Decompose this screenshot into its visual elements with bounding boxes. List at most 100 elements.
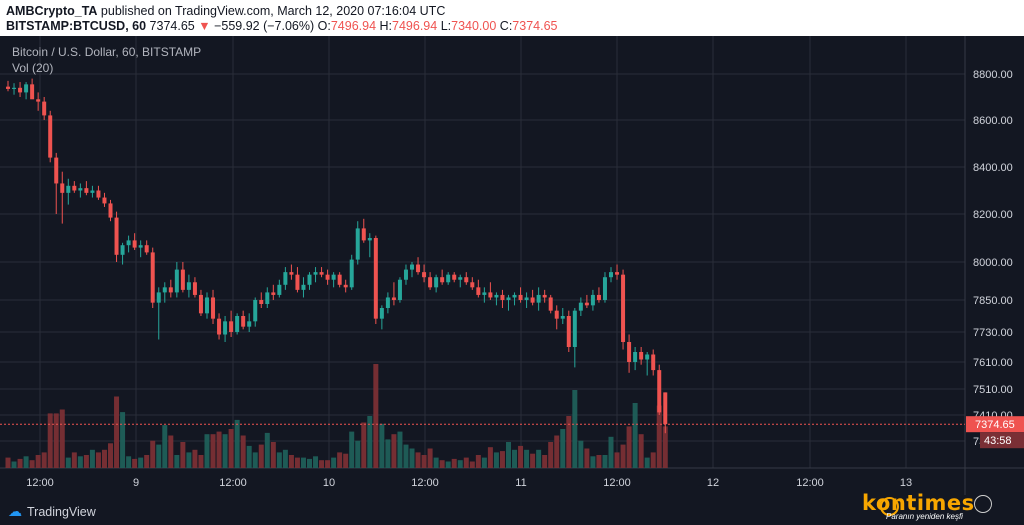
candle-body[interactable]: [168, 287, 173, 293]
candle-body[interactable]: [397, 279, 402, 300]
tradingview-logo[interactable]: ☁ TradingView: [8, 503, 96, 520]
candle-body[interactable]: [301, 284, 306, 290]
candle-body[interactable]: [524, 297, 529, 300]
candle-body[interactable]: [470, 282, 475, 288]
candle-body[interactable]: [60, 183, 65, 193]
candle-body[interactable]: [434, 277, 439, 288]
candle-body[interactable]: [259, 300, 264, 304]
candle-body[interactable]: [349, 259, 354, 288]
chart-area[interactable]: [0, 36, 1024, 495]
candle-body[interactable]: [578, 302, 583, 311]
candle-body[interactable]: [627, 342, 632, 362]
candle-body[interactable]: [615, 272, 620, 275]
candle-body[interactable]: [476, 287, 481, 295]
candle-body[interactable]: [482, 292, 487, 295]
candle-body[interactable]: [458, 277, 463, 280]
candle-body[interactable]: [198, 294, 203, 314]
candle-body[interactable]: [596, 294, 601, 300]
candle-body[interactable]: [410, 264, 415, 270]
candle-body[interactable]: [12, 87, 17, 89]
candle-body[interactable]: [651, 354, 656, 371]
candle-body[interactable]: [84, 188, 89, 193]
candle-body[interactable]: [90, 190, 95, 193]
candle-body[interactable]: [265, 292, 270, 304]
candle-body[interactable]: [6, 86, 10, 89]
candle-body[interactable]: [530, 297, 535, 303]
candle-body[interactable]: [512, 294, 517, 298]
candle-body[interactable]: [590, 294, 595, 306]
candle-body[interactable]: [554, 310, 559, 319]
candle-body[interactable]: [307, 274, 312, 285]
candle-body[interactable]: [422, 272, 427, 278]
candle-body[interactable]: [566, 316, 571, 347]
price-chart[interactable]: 8800.00 8600.00 8400.00 8200.00 8000.00 7850.…: [0, 36, 1024, 495]
candle-body[interactable]: [96, 190, 101, 198]
candle-body[interactable]: [253, 300, 258, 322]
candle-body[interactable]: [355, 228, 360, 260]
candle-body[interactable]: [235, 316, 240, 332]
candle-body[interactable]: [162, 287, 167, 293]
candle-body[interactable]: [217, 318, 222, 335]
candle-body[interactable]: [416, 264, 421, 273]
candle-body[interactable]: [204, 297, 209, 314]
candle-body[interactable]: [289, 272, 294, 275]
candle-body[interactable]: [428, 277, 433, 288]
candle-body[interactable]: [373, 238, 378, 319]
author-name[interactable]: AMBCrypto_TA: [6, 4, 98, 18]
candle-body[interactable]: [633, 352, 638, 362]
candle-body[interactable]: [144, 245, 149, 253]
candle-body[interactable]: [108, 203, 113, 218]
candle-body[interactable]: [452, 274, 457, 280]
candle-body[interactable]: [211, 297, 216, 319]
candle-body[interactable]: [542, 294, 547, 298]
candle-body[interactable]: [138, 245, 143, 248]
candle-body[interactable]: [277, 284, 282, 295]
candle-body[interactable]: [506, 297, 511, 300]
candle-body[interactable]: [621, 274, 626, 342]
candle-body[interactable]: [150, 252, 155, 303]
candle-body[interactable]: [494, 294, 499, 298]
candle-body[interactable]: [500, 294, 505, 300]
candle-body[interactable]: [367, 238, 372, 241]
candle-body[interactable]: [72, 185, 77, 191]
candle-body[interactable]: [536, 294, 541, 303]
candle-body[interactable]: [446, 274, 451, 283]
candle-body[interactable]: [295, 274, 300, 290]
candle-body[interactable]: [180, 269, 185, 290]
candle-body[interactable]: [518, 294, 523, 300]
candle-body[interactable]: [186, 282, 191, 290]
candle-body[interactable]: [271, 292, 276, 295]
candle-body[interactable]: [379, 308, 384, 319]
candle-body[interactable]: [54, 157, 59, 184]
candle-body[interactable]: [548, 297, 553, 311]
candle-body[interactable]: [120, 245, 125, 255]
candle-body[interactable]: [361, 228, 366, 241]
candle-body[interactable]: [78, 188, 83, 191]
candle-body[interactable]: [331, 274, 336, 280]
candle-body[interactable]: [464, 277, 469, 283]
candle-body[interactable]: [247, 321, 252, 327]
candle-body[interactable]: [24, 84, 29, 93]
candle-body[interactable]: [192, 282, 197, 295]
candle-body[interactable]: [223, 321, 228, 335]
candle-body[interactable]: [48, 115, 53, 158]
candle-body[interactable]: [132, 240, 137, 248]
candle-body[interactable]: [30, 84, 35, 100]
candle-body[interactable]: [391, 297, 396, 300]
candle-body[interactable]: [102, 197, 107, 204]
candle-body[interactable]: [283, 272, 288, 285]
candle-body[interactable]: [337, 274, 342, 285]
candle-body[interactable]: [602, 277, 607, 300]
candle-body[interactable]: [584, 302, 589, 306]
candle-body[interactable]: [174, 269, 179, 293]
candle-body[interactable]: [343, 284, 348, 288]
candle-body[interactable]: [319, 272, 324, 275]
candle-body[interactable]: [126, 240, 131, 246]
candle-body[interactable]: [657, 370, 662, 413]
candle-body[interactable]: [572, 310, 577, 347]
candle-body[interactable]: [313, 272, 318, 275]
candle-body[interactable]: [560, 316, 565, 319]
candle-body[interactable]: [114, 217, 119, 255]
candle-body[interactable]: [663, 392, 668, 425]
candle-body[interactable]: [66, 185, 71, 193]
